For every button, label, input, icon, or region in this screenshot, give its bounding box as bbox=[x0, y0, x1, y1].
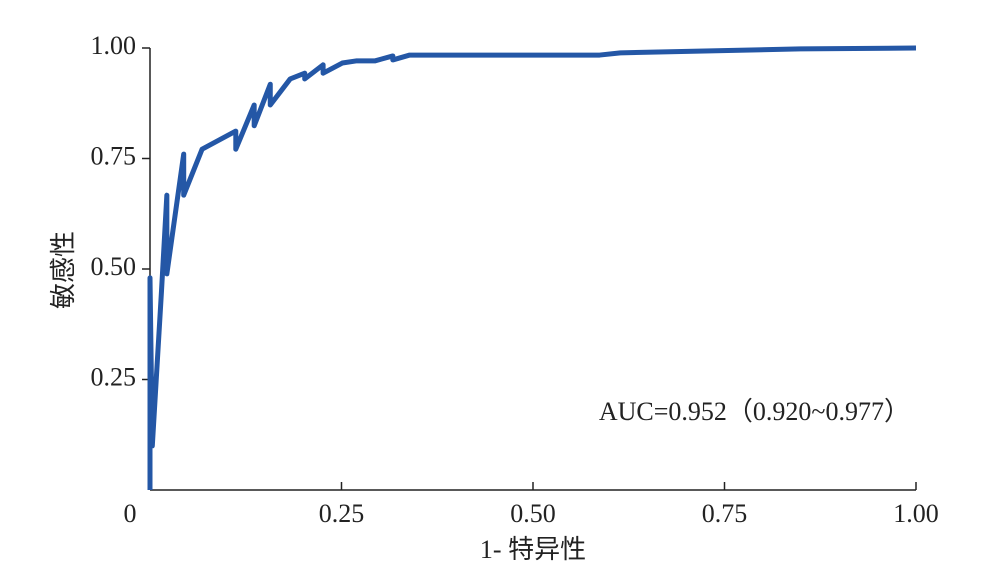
x-tick-label: 1.00 bbox=[893, 499, 939, 528]
y-tick-label: 0.25 bbox=[91, 362, 137, 391]
x-tick-label: 0.25 bbox=[319, 499, 365, 528]
x-axis-label: 1- 特异性 bbox=[480, 535, 586, 564]
x-tick-label: 0.50 bbox=[510, 499, 556, 528]
annotation: AUC=0.952（0.920~0.977） bbox=[599, 397, 910, 426]
y-tick-label: 0.75 bbox=[91, 141, 137, 170]
x-tick-label: 0.75 bbox=[702, 499, 748, 528]
y-tick-label: 0.50 bbox=[91, 252, 137, 281]
y-tick-label: 1.00 bbox=[91, 31, 137, 60]
x-tick-label: 0 bbox=[124, 499, 137, 528]
y-axis-label: 敏感性 bbox=[49, 231, 78, 309]
roc-curve bbox=[147, 45, 917, 490]
